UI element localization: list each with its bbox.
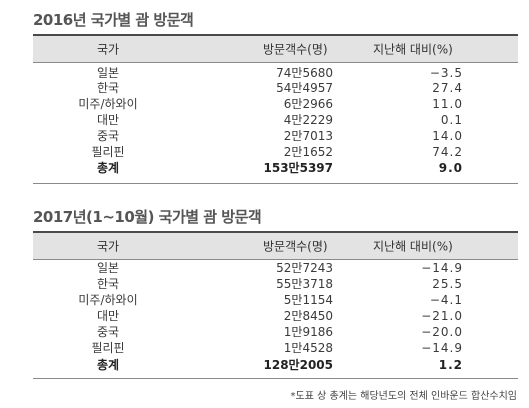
table-row: 미주/하와이 5만1154 −4.1 — [33, 293, 518, 308]
visitors-cell: 2만8450 — [283, 309, 333, 323]
table-title: 2017년(1~10월) 국가별 괌 방문객 — [33, 208, 262, 226]
change-cell: −20.0 — [421, 325, 463, 339]
country-cell: 미주/하와이 — [78, 97, 138, 111]
country-cell: 미주/하와이 — [78, 293, 138, 307]
header-change: 지난해 대비(%) — [373, 42, 453, 57]
table-row: 미주/하와이 6만2966 11.0 — [33, 97, 518, 112]
total-row: 총계 128만2005 1.2 — [33, 358, 518, 373]
country-cell: 한국 — [96, 277, 120, 291]
country-cell: 총계 — [96, 358, 120, 372]
table-row: 한국 54만4957 27.4 — [33, 81, 518, 96]
change-cell: −14.9 — [421, 261, 463, 275]
header-visitors: 방문객수(명) — [263, 239, 328, 254]
visitors-cell: 6만2966 — [283, 97, 333, 111]
table-row: 필리핀 2만1652 74.2 — [33, 145, 518, 160]
table-title: 2016년 국가별 괌 방문객 — [33, 11, 194, 29]
visitors-cell: 1만4528 — [283, 341, 333, 355]
country-cell: 중국 — [96, 325, 120, 339]
header-change: 지난해 대비(%) — [373, 239, 453, 254]
table-row: 중국 2만7013 14.0 — [33, 129, 518, 144]
country-cell: 한국 — [96, 81, 120, 95]
change-cell: −4.1 — [429, 293, 463, 307]
table-row: 대만 2만8450 −21.0 — [33, 309, 518, 324]
change-cell: −3.5 — [429, 66, 463, 80]
change-cell: −21.0 — [421, 309, 463, 323]
table-header: 국가 방문객수(명) 지난해 대비(%) — [33, 231, 518, 260]
header-country: 국가 — [96, 42, 120, 57]
table-row: 필리핀 1만4528 −14.9 — [33, 341, 518, 356]
visitors-cell: 55만3718 — [276, 277, 333, 291]
country-cell: 필리핀 — [91, 341, 125, 355]
footnote: *도표 상 총계는 해당년도의 전체 인바운드 합산수치임 — [290, 391, 517, 402]
country-cell: 중국 — [96, 129, 120, 143]
visitors-cell: 2만7013 — [283, 129, 333, 143]
change-cell: 27.4 — [432, 81, 463, 95]
visitors-cell: 153만5397 — [263, 161, 334, 175]
table-row: 일본 74만5680 −3.5 — [33, 66, 518, 81]
visitors-cell: 74만5680 — [276, 66, 333, 80]
change-cell: 9.0 — [438, 161, 463, 175]
change-cell: 74.2 — [432, 145, 463, 159]
change-cell: 1.2 — [438, 358, 463, 372]
table-row: 대만 4만2229 0.1 — [33, 113, 518, 128]
country-cell: 대만 — [96, 113, 120, 127]
table-body: 일본 52만7243 −14.9 한국 55만3718 25.5 미주/하와이 … — [33, 259, 518, 379]
country-cell: 대만 — [96, 309, 120, 323]
total-row: 총계 153만5397 9.0 — [33, 161, 518, 176]
table-row: 한국 55만3718 25.5 — [33, 277, 518, 292]
visitors-cell: 5만1154 — [283, 293, 333, 307]
visitors-cell: 52만7243 — [276, 261, 333, 275]
visitors-cell: 2만1652 — [283, 145, 333, 159]
change-cell: 11.0 — [432, 97, 463, 111]
table-row: 일본 52만7243 −14.9 — [33, 261, 518, 276]
header-country: 국가 — [96, 239, 120, 254]
change-cell: 0.1 — [440, 113, 463, 127]
visitors-cell: 1만9186 — [283, 325, 333, 339]
visitors-cell: 54만4957 — [276, 81, 333, 95]
country-cell: 일본 — [96, 261, 120, 275]
table-body: 일본 74만5680 −3.5 한국 54만4957 27.4 미주/하와이 6… — [33, 62, 518, 184]
visitors-cell: 128만2005 — [263, 358, 334, 372]
change-cell: 25.5 — [432, 277, 463, 291]
country-cell: 필리핀 — [91, 145, 125, 159]
country-cell: 일본 — [96, 66, 120, 80]
table-header: 국가 방문객수(명) 지난해 대비(%) — [33, 34, 518, 63]
header-visitors: 방문객수(명) — [263, 42, 328, 57]
visitors-cell: 4만2229 — [283, 113, 333, 127]
change-cell: 14.0 — [432, 129, 463, 143]
table-row: 중국 1만9186 −20.0 — [33, 325, 518, 340]
country-cell: 총계 — [96, 161, 120, 175]
change-cell: −14.9 — [421, 341, 463, 355]
